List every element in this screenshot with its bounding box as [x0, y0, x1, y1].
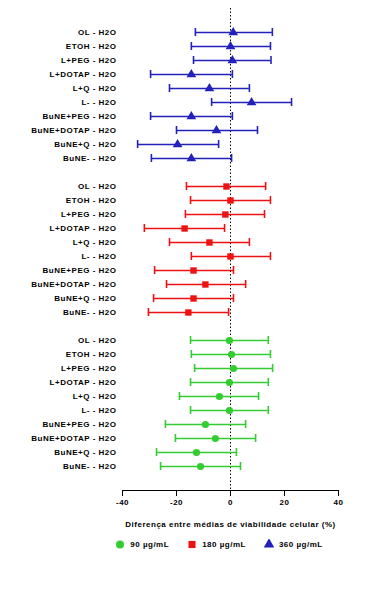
svg-text:OL - H2O: OL - H2O: [78, 28, 117, 37]
svg-text:BuNE- - H2O: BuNE- - H2O: [63, 154, 117, 163]
svg-text:L+DOTAP - H2O: L+DOTAP - H2O: [50, 70, 117, 79]
svg-text:BuNE+PEG - H2O: BuNE+PEG - H2O: [43, 112, 117, 121]
svg-text:40: 40: [334, 498, 344, 507]
svg-text:L- - H2O: L- - H2O: [81, 252, 116, 261]
svg-text:0: 0: [228, 498, 233, 507]
svg-text:BuNE+PEG - H2O: BuNE+PEG - H2O: [43, 266, 117, 275]
html-text:90 µg/mL: 90 µg/mL: [130, 539, 170, 549]
html-text:360 µg/mL: 360 µg/mL: [278, 539, 323, 549]
svg-text:BuNE+DOTAP - H2O: BuNE+DOTAP - H2O: [31, 280, 116, 289]
svg-text:L+DOTAP - H2O: L+DOTAP - H2O: [50, 224, 117, 233]
svg-text:BuNE+Q - H2O: BuNE+Q - H2O: [54, 294, 116, 303]
svg-text:L+Q - H2O: L+Q - H2O: [73, 238, 117, 247]
svg-text:BuNE- - H2O: BuNE- - H2O: [63, 308, 117, 317]
svg-text:L- - H2O: L- - H2O: [81, 406, 116, 415]
svg-text:-40: -40: [116, 498, 129, 507]
svg-text:L+DOTAP - H2O: L+DOTAP - H2O: [50, 378, 117, 387]
svg-text:ETOH - H2O: ETOH - H2O: [66, 42, 117, 51]
svg-text:-20: -20: [170, 498, 183, 507]
svg-text:BuNE+DOTAP - H2O: BuNE+DOTAP - H2O: [31, 434, 116, 443]
svg-text:20: 20: [280, 498, 290, 507]
svg-text:L+PEG - H2O: L+PEG - H2O: [61, 56, 117, 65]
svg-text:BuNE+Q - H2O: BuNE+Q - H2O: [54, 140, 116, 149]
svg-text:L- - H2O: L- - H2O: [81, 98, 116, 107]
svg-text:Diferença entre médias de viab: Diferença entre médias de viabilidade ce…: [125, 520, 335, 529]
svg-text:BuNE+DOTAP - H2O: BuNE+DOTAP - H2O: [31, 126, 116, 135]
svg-text:L+Q - H2O: L+Q - H2O: [73, 84, 117, 93]
svg-text:OL - H2O: OL - H2O: [78, 336, 117, 345]
svg-text:BuNE+Q - H2O: BuNE+Q - H2O: [54, 448, 116, 457]
svg-text:ETOH - H2O: ETOH - H2O: [66, 196, 117, 205]
svg-text:ETOH - H2O: ETOH - H2O: [66, 350, 117, 359]
svg-text:L+PEG - H2O: L+PEG - H2O: [61, 364, 117, 373]
svg-text:BuNE- - H2O: BuNE- - H2O: [63, 462, 117, 471]
svg-text:L+PEG - H2O: L+PEG - H2O: [61, 210, 117, 219]
svg-text:L+Q - H2O: L+Q - H2O: [73, 392, 117, 401]
html-text:180 µg/mL: 180 µg/mL: [202, 539, 246, 549]
svg-text:BuNE+PEG - H2O: BuNE+PEG - H2O: [43, 420, 117, 429]
svg-text:OL - H2O: OL - H2O: [78, 182, 117, 191]
